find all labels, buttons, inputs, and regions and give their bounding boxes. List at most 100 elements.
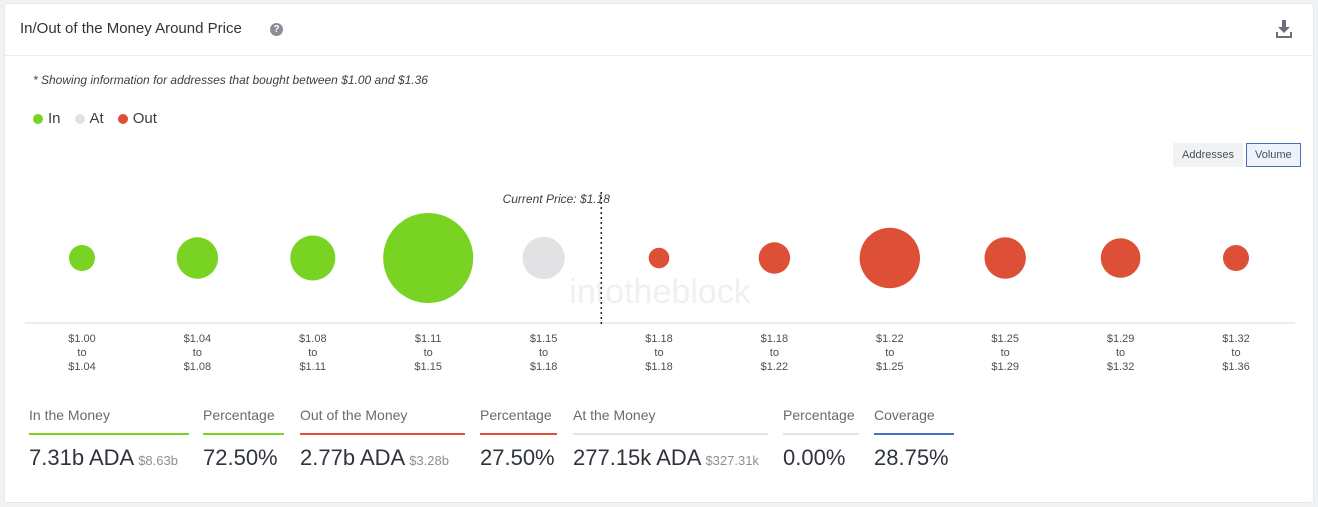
tick-to-3: $1.11 [299, 361, 326, 373]
tick-from-1: $1.00 [68, 333, 96, 345]
stat-at-pct-line [783, 433, 859, 435]
current-price-label: Current Price: $1.18 [503, 192, 611, 206]
stat-out-money-label: Out of the Money [300, 407, 408, 423]
stat-in-money: In the Money 7.31b ADA $8.63b [29, 407, 189, 471]
info-note: * Showing information for addresses that… [33, 73, 428, 87]
legend-dot-in [33, 113, 43, 124]
stat-coverage: Coverage 28.75% [874, 407, 954, 471]
bubble-9 [984, 237, 1026, 279]
tick-to-8: $1.25 [876, 361, 904, 373]
bubble-1 [69, 245, 95, 271]
stat-at-money: At the Money 277.15k ADA $327.31k [573, 407, 768, 471]
tick-to-2: $1.08 [184, 361, 212, 373]
tick-to-7: $1.22 [761, 361, 789, 373]
stat-at-money-value-wrap: 277.15k ADA $327.31k [573, 445, 768, 471]
tick-to-word-3: to [308, 347, 317, 359]
stat-at-pct: Percentage 0.00% [783, 407, 859, 471]
chart-card: In/Out of the Money Around Price ? * Sho… [4, 3, 1314, 503]
tick-from-11: $1.32 [1222, 333, 1250, 345]
legend-item-out[interactable]: Out [117, 110, 157, 127]
tick-to-4: $1.15 [414, 361, 442, 373]
stat-out-pct: Percentage 27.50% [480, 407, 557, 471]
tick-from-2: $1.04 [184, 333, 212, 345]
volume-button[interactable]: Volume [1245, 143, 1301, 167]
stat-in-pct-value: 72.50% [203, 445, 278, 470]
bubble-10 [1100, 238, 1141, 278]
tick-to-word-5: to [539, 347, 548, 359]
tick-from-6: $1.18 [645, 333, 673, 345]
stat-at-money-usd: $327.31k [705, 453, 759, 468]
legend-dot-out [117, 113, 128, 124]
tick-to-11: $1.36 [1222, 361, 1250, 373]
bubble-11 [1223, 245, 1249, 271]
tick-to-word-1: to [77, 347, 86, 359]
legend-label-at: At [89, 110, 104, 127]
stat-coverage-label: Coverage [874, 407, 935, 423]
tick-from-4: $1.11 [415, 333, 442, 345]
addresses-button[interactable]: Addresses [1173, 143, 1243, 167]
stat-out-money-value-wrap: 2.77b ADA $3.28b [300, 445, 465, 471]
tick-from-9: $1.25 [991, 333, 1019, 345]
stat-out-money: Out of the Money 2.77b ADA $3.28b [300, 407, 465, 471]
bubble-chart: intotheblock Current Price: $1.18 $1.00 to $… [25, 192, 1295, 373]
legend-item-at[interactable]: At [74, 110, 104, 127]
legend-item-in[interactable]: In [33, 110, 61, 127]
tick-from-7: $1.18 [761, 333, 789, 345]
stat-out-pct-label: Percentage [480, 407, 552, 423]
download-icon[interactable] [1275, 19, 1293, 39]
bubble-4 [383, 213, 474, 303]
legend: In At Out [33, 110, 157, 127]
card-header: In/Out of the Money Around Price ? [5, 4, 1313, 56]
stat-out-pct-line [480, 433, 557, 435]
tick-to-word-4: to [424, 347, 433, 359]
bubble-5 [522, 236, 565, 280]
stat-out-pct-value: 27.50% [480, 445, 555, 470]
tick-to-word-8: to [885, 347, 894, 359]
tick-to-word-10: to [1116, 347, 1125, 359]
stat-at-money-value: 277.15k ADA [573, 445, 702, 470]
tick-to-9: $1.29 [991, 361, 1019, 373]
stat-at-pct-value: 0.00% [783, 445, 846, 470]
tick-to-word-11: to [1231, 347, 1240, 359]
stat-out-money-usd: $3.28b [409, 453, 449, 468]
legend-label-out: Out [132, 110, 157, 127]
tick-from-5: $1.15 [530, 333, 558, 345]
bubble-7 [758, 242, 791, 274]
stat-coverage-value: 28.75% [874, 445, 949, 470]
stat-in-money-value: 7.31b ADA [29, 445, 135, 470]
legend-label-in: In [48, 110, 61, 127]
card-title: In/Out of the Money Around Price [20, 20, 242, 37]
tick-to-word-2: to [193, 347, 202, 359]
stat-at-money-label: At the Money [573, 407, 656, 423]
tick-to-word-7: to [770, 347, 779, 359]
question-icon[interactable]: ? [270, 23, 283, 36]
metric-toggle: Addresses Volume [1173, 143, 1301, 167]
tick-from-10: $1.29 [1107, 333, 1135, 345]
stat-out-money-value: 2.77b ADA [300, 445, 406, 470]
stat-at-money-line [573, 433, 768, 435]
tick-to-1: $1.04 [68, 361, 96, 373]
bubble-2 [176, 237, 219, 279]
stat-in-money-line [29, 433, 189, 435]
tick-to-5: $1.18 [530, 361, 558, 373]
tick-to-word-6: to [654, 347, 663, 359]
stat-in-money-label: In the Money [29, 407, 110, 423]
tick-from-3: $1.08 [299, 333, 327, 345]
bubble-8 [859, 227, 920, 289]
stat-in-pct-line [203, 433, 284, 435]
tick-to-6: $1.18 [645, 361, 673, 373]
stat-coverage-line [874, 433, 954, 435]
stat-in-money-usd: $8.63b [138, 453, 178, 468]
bubble-3 [290, 235, 336, 281]
stat-at-pct-label: Percentage [783, 407, 855, 423]
stat-out-money-line [300, 433, 465, 435]
stat-in-pct-label: Percentage [203, 407, 275, 423]
tick-to-10: $1.32 [1107, 361, 1135, 373]
tick-from-8: $1.22 [876, 333, 904, 345]
bubble-6 [648, 247, 670, 269]
watermark-text: intotheblock [569, 273, 751, 311]
tick-to-word-9: to [1001, 347, 1010, 359]
stat-in-money-value-wrap: 7.31b ADA $8.63b [29, 445, 189, 471]
stat-in-pct: Percentage 72.50% [203, 407, 284, 471]
legend-dot-at [74, 113, 85, 124]
